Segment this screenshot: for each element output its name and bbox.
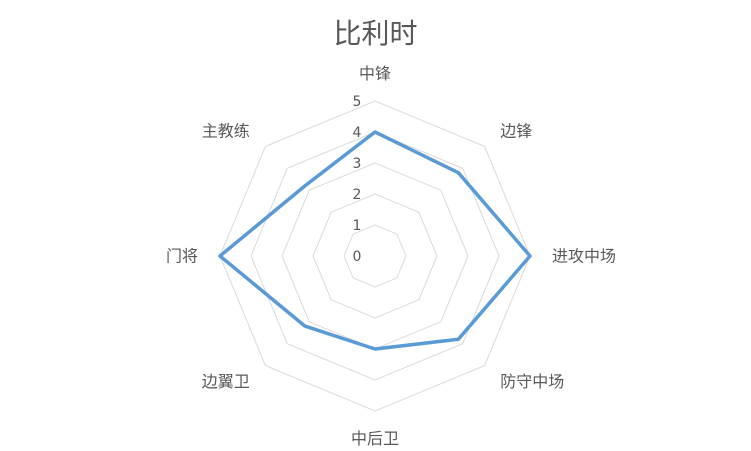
- axis-label: 门将: [166, 247, 198, 266]
- radar-grid: [219, 100, 531, 412]
- axis-label: 中后卫: [351, 429, 399, 448]
- chart-title: 比利时: [333, 17, 418, 50]
- grid-ring: [343, 224, 407, 288]
- tick-label: 5: [353, 94, 362, 110]
- tick-label: 1: [353, 218, 362, 234]
- tick-label: 0: [353, 249, 362, 265]
- axis-label: 防守中场: [500, 372, 564, 391]
- tick-label: 2: [353, 187, 362, 203]
- axis-label: 中锋: [359, 64, 391, 83]
- axis-label: 边翼卫: [202, 372, 250, 391]
- series-line: [218, 130, 532, 351]
- grid-ring: [312, 193, 438, 319]
- tick-label: 3: [353, 156, 362, 172]
- tick-label: 4: [353, 125, 362, 141]
- axis-label: 边锋: [500, 121, 532, 140]
- grid-ring: [219, 100, 531, 412]
- axis-label: 进攻中场: [552, 247, 616, 266]
- tick-labels: 0 1 2 3 4 5: [353, 94, 362, 265]
- grid-ring: [250, 131, 500, 381]
- axis-label: 主教练: [202, 121, 250, 140]
- grid-ring: [281, 162, 469, 350]
- radar-series: [218, 130, 532, 351]
